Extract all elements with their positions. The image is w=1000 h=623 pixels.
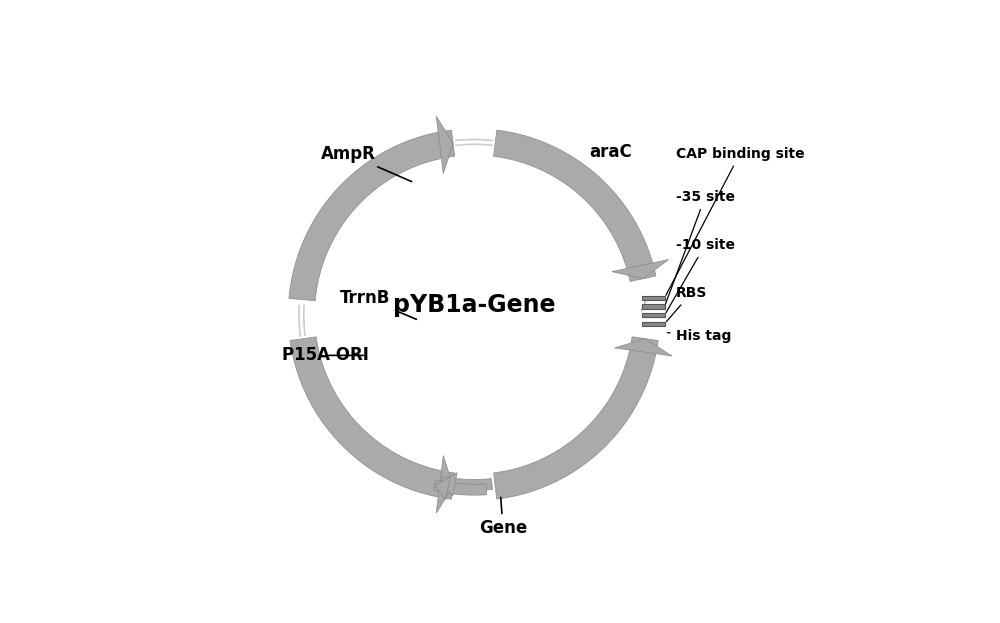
- Polygon shape: [442, 473, 457, 496]
- Polygon shape: [434, 480, 487, 495]
- Bar: [642, 304, 665, 308]
- Polygon shape: [441, 477, 492, 490]
- Polygon shape: [435, 477, 451, 500]
- Text: RBS: RBS: [666, 286, 707, 321]
- Text: pYB1a-Gene: pYB1a-Gene: [393, 293, 555, 317]
- Polygon shape: [612, 260, 669, 278]
- Polygon shape: [290, 337, 455, 499]
- Text: AmpR: AmpR: [321, 145, 412, 181]
- Text: CAP binding site: CAP binding site: [666, 147, 804, 295]
- Text: -35 site: -35 site: [666, 190, 735, 304]
- Polygon shape: [615, 339, 672, 356]
- Bar: [642, 313, 665, 317]
- Text: P15A ORI: P15A ORI: [282, 346, 369, 364]
- Polygon shape: [436, 116, 453, 174]
- Text: araC: araC: [589, 143, 632, 161]
- Polygon shape: [289, 130, 455, 301]
- Text: -10 site: -10 site: [666, 238, 735, 313]
- Text: TrrnB: TrrnB: [340, 289, 416, 320]
- Bar: [642, 296, 665, 300]
- Text: His tag: His tag: [667, 329, 731, 343]
- Polygon shape: [436, 455, 453, 513]
- Bar: [642, 321, 665, 326]
- Polygon shape: [494, 130, 656, 282]
- Polygon shape: [494, 337, 658, 499]
- Text: Gene: Gene: [479, 497, 527, 537]
